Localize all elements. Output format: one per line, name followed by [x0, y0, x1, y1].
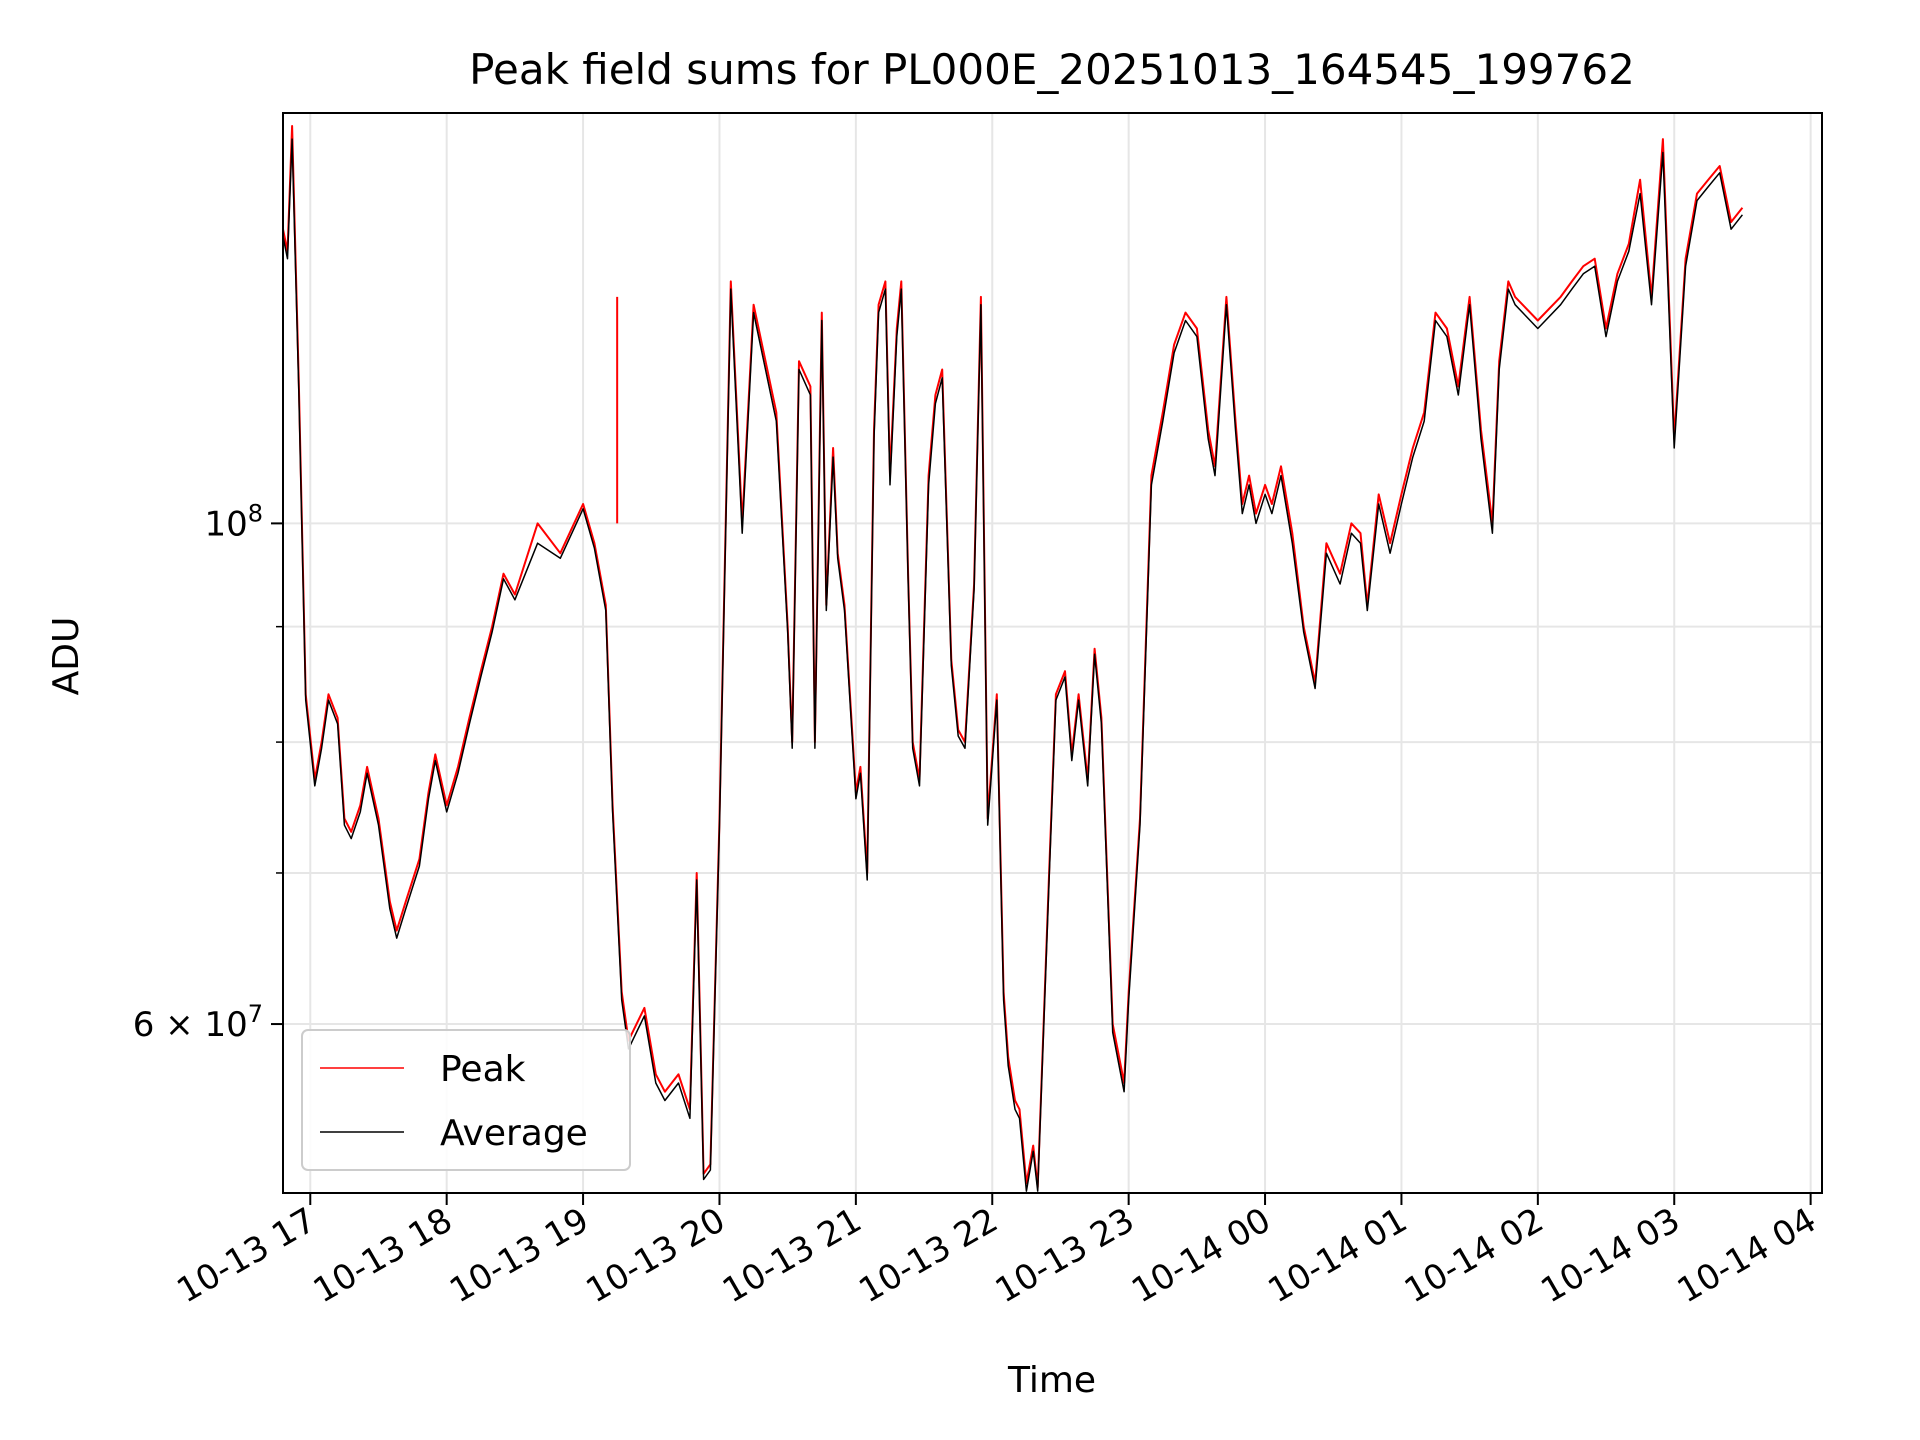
y-tick-label: 6 × 107	[133, 1000, 263, 1045]
x-axis-label: Time	[1007, 1360, 1096, 1401]
legend: Peak Average	[301, 1029, 631, 1171]
grid	[283, 113, 1822, 1193]
chart-title: Peak field sums for PL000E_20251013_1645…	[469, 45, 1635, 94]
legend-label-peak: Peak	[440, 1049, 526, 1090]
series-line-average	[282, 138, 1743, 1192]
y-axis-ticks: 108 6 × 107	[133, 499, 283, 1045]
y-tick-label: 108	[204, 499, 263, 544]
plot-frame	[282, 112, 1823, 1194]
y-axis-label: ADU	[46, 617, 87, 696]
legend-label-average: Average	[440, 1113, 588, 1154]
series-lines	[282, 125, 1744, 1192]
legend-box	[301, 1029, 631, 1171]
